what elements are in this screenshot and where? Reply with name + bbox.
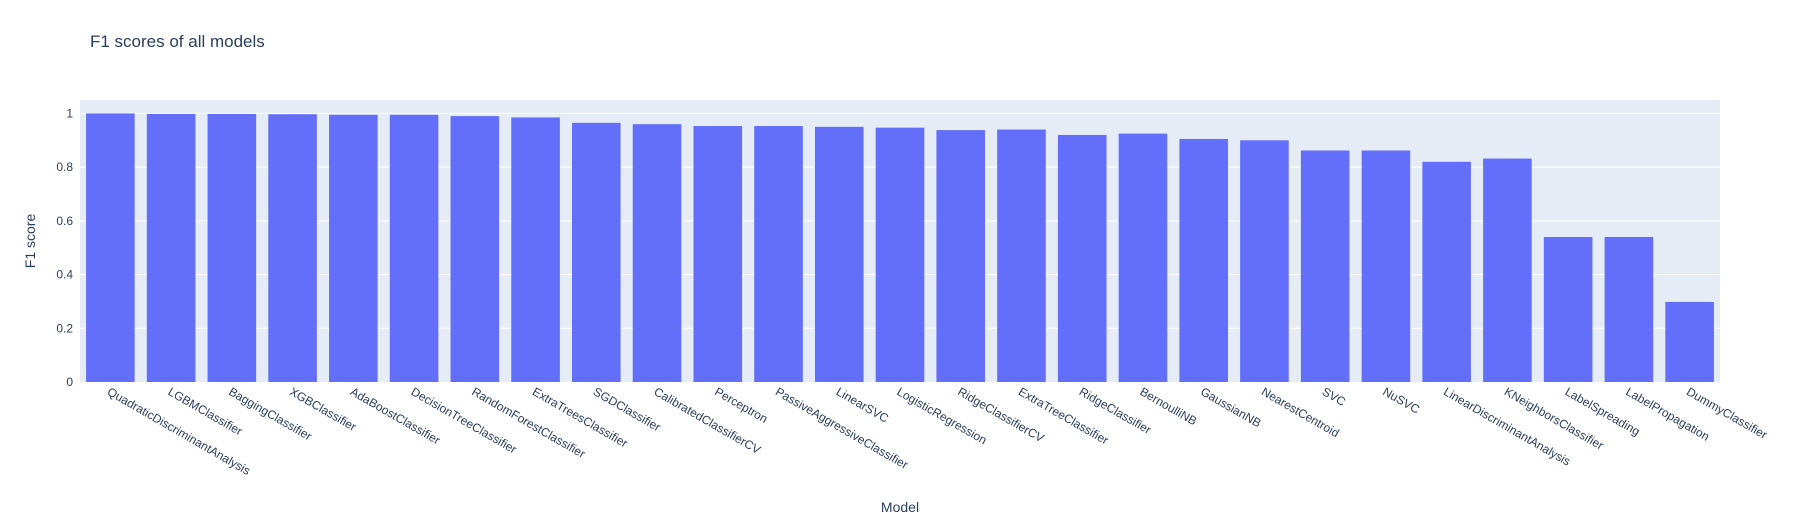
bar-SGDClassifier[interactable] — [572, 122, 621, 382]
bar-RandomForestClassifier[interactable] — [450, 116, 500, 382]
bar-KNeighborsClassifier[interactable] — [1483, 158, 1532, 382]
x-tick-label: SVC — [1320, 384, 1349, 409]
bar-QuadraticDiscriminantAnalysis[interactable] — [86, 113, 135, 382]
x-tick-label: GaussianNB — [1198, 384, 1263, 430]
x-axis-label: Model — [881, 499, 919, 515]
bar-LabelSpreading[interactable] — [1543, 236, 1593, 382]
bar-DummyClassifier[interactable] — [1665, 301, 1714, 382]
bar-RidgeClassifier[interactable] — [1057, 134, 1107, 382]
x-axis-ticks: QuadraticDiscriminantAnalysisLGBMClassif… — [105, 384, 1770, 477]
y-tick-label: 0.4 — [56, 268, 73, 282]
bar-NuSVC[interactable] — [1361, 150, 1411, 382]
bars — [86, 113, 1714, 383]
bar-XGBClassifier[interactable] — [268, 114, 317, 382]
x-tick-label: CalibratedClassifierCV — [652, 384, 764, 456]
bar-GaussianNB[interactable] — [1179, 138, 1228, 382]
y-tick-label: 0.8 — [56, 160, 73, 174]
x-tick-label: KNeighborsClassifier — [1502, 384, 1606, 452]
bar-ExtraTreesClassifier[interactable] — [511, 117, 560, 382]
x-tick-label: RandomForestClassifier — [469, 384, 587, 460]
x-tick-label: DecisionTreeClassifier — [409, 384, 520, 456]
bar-BaggingClassifier[interactable] — [207, 113, 257, 383]
y-tick-label: 0.2 — [56, 321, 73, 335]
chart-title: F1 scores of all models — [90, 32, 265, 51]
bar-PassiveAggressiveClassifier[interactable] — [754, 126, 803, 383]
y-axis-ticks: 0 0.2 0.4 0.6 0.8 1 — [56, 106, 73, 389]
bar-CalibratedClassifierCV[interactable] — [632, 124, 682, 383]
bar-LinearSVC[interactable] — [814, 126, 864, 382]
bar-LGBMClassifier[interactable] — [146, 113, 196, 383]
x-tick-label: NuSVC — [1380, 384, 1422, 416]
bar-LinearDiscriminantAnalysis[interactable] — [1422, 161, 1471, 382]
bar-LogisticRegression[interactable] — [875, 127, 925, 382]
bar-ExtraTreeClassifier[interactable] — [997, 129, 1046, 382]
bar-LabelPropagation[interactable] — [1604, 236, 1654, 382]
bar-NearestCentroid[interactable] — [1240, 140, 1289, 382]
y-tick-label: 1 — [66, 106, 73, 120]
bar-Perceptron[interactable] — [693, 126, 743, 383]
y-tick-label: 0.6 — [56, 214, 73, 228]
bar-DecisionTreeClassifier[interactable] — [389, 114, 439, 383]
bar-BernoulliNB[interactable] — [1118, 133, 1168, 382]
bar-SVC[interactable] — [1300, 150, 1350, 382]
bar-RidgeClassifierCV[interactable] — [936, 130, 986, 382]
bar-AdaBoostClassifier[interactable] — [329, 114, 378, 383]
y-axis-label: F1 score — [22, 214, 38, 269]
y-tick-label: 0 — [66, 375, 73, 389]
